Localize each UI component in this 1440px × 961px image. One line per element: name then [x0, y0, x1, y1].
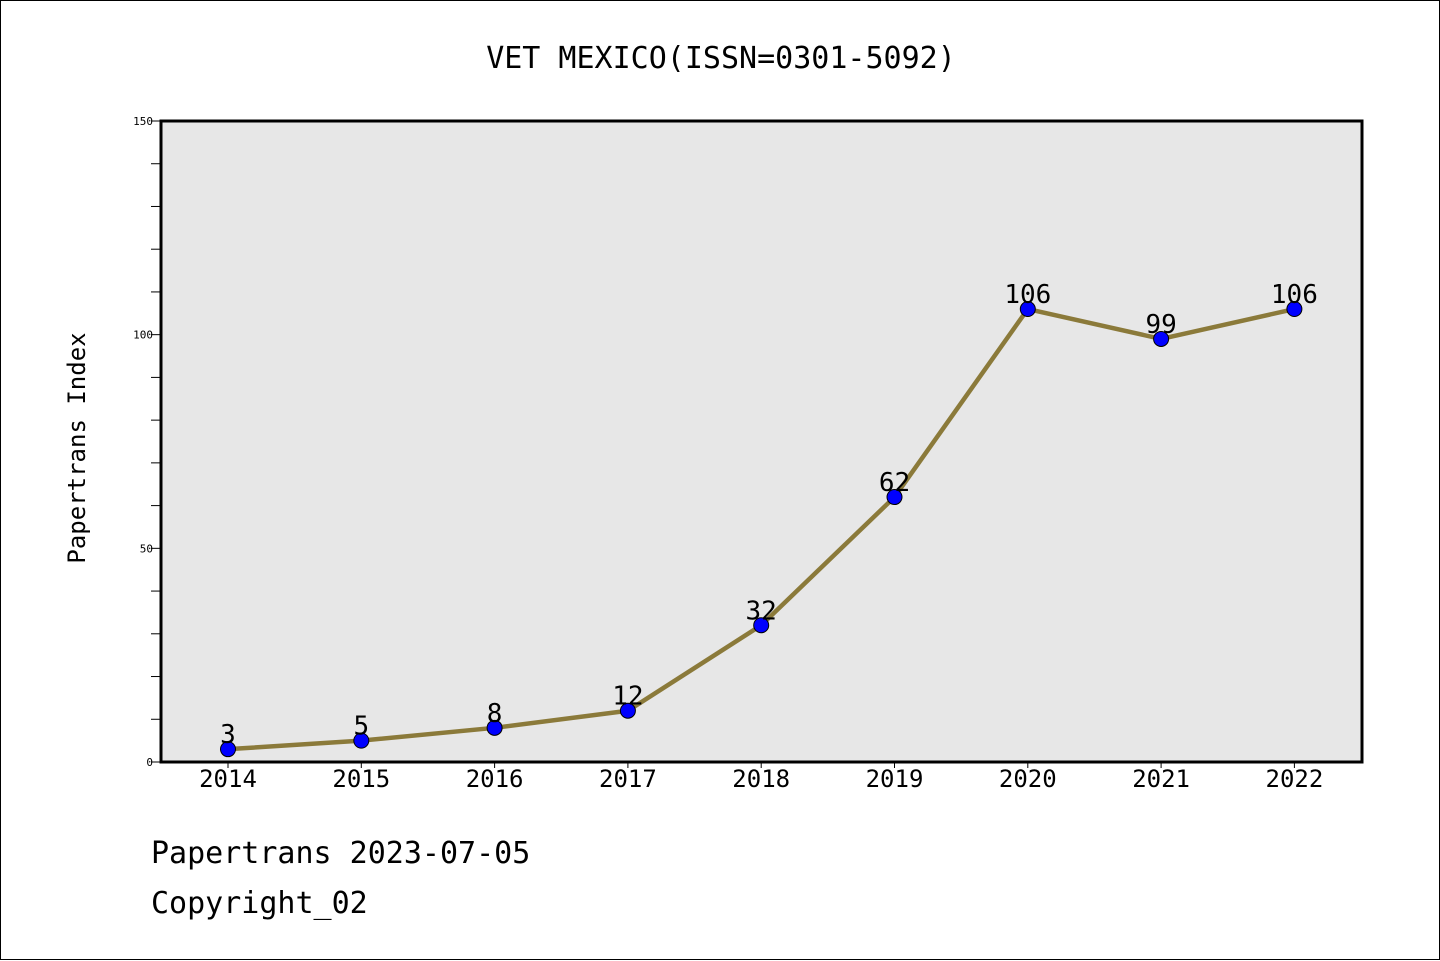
y-tick-label: 0 [146, 756, 153, 769]
data-point [619, 702, 636, 719]
footer-copyright: Copyright_02 [151, 886, 368, 921]
data-point [353, 732, 370, 749]
data-label: 5 [353, 712, 369, 742]
data-label: 12 [612, 682, 643, 712]
y-tick-label: 50 [140, 542, 153, 555]
x-tick-label: 2022 [1266, 765, 1324, 793]
x-tick-label: 2019 [866, 765, 924, 793]
series-group: 3 5 8 12 32 62 106 99 106 [220, 280, 1318, 758]
y-tick-label: 150 [133, 115, 153, 128]
data-label: 32 [746, 596, 777, 626]
x-tick-label: 2018 [732, 765, 790, 793]
x-axis: 2014 2015 2016 2017 2018 2019 2020 2021 2022 [199, 762, 1323, 793]
data-point [753, 617, 770, 634]
y-tick-label: 100 [133, 329, 153, 342]
data-point [1153, 330, 1170, 347]
data-label: 8 [487, 699, 503, 729]
x-tick-label: 2020 [999, 765, 1057, 793]
data-label: 99 [1145, 310, 1176, 340]
x-tick-label: 2021 [1132, 765, 1190, 793]
x-tick-label: 2016 [466, 765, 524, 793]
data-point [886, 489, 903, 506]
plot-area [159, 119, 1364, 764]
data-label: 106 [1271, 280, 1318, 310]
x-tick-label: 2014 [199, 765, 257, 793]
data-point [1019, 301, 1036, 318]
y-axis-label: Papertrans Index [63, 332, 91, 563]
data-point [1286, 301, 1303, 318]
x-tick-label: 2017 [599, 765, 657, 793]
data-label: 106 [1004, 280, 1051, 310]
y-axis: 0 50 100 150 [133, 115, 161, 769]
data-point [220, 741, 236, 758]
data-label: 62 [879, 468, 910, 498]
footer-date: Papertrans 2023-07-05 [151, 836, 531, 871]
x-tick-label: 2015 [332, 765, 390, 793]
data-point [486, 719, 503, 736]
chart-title: VET MEXICO(ISSN=0301-5092) [486, 41, 956, 76]
data-label: 3 [220, 720, 236, 750]
